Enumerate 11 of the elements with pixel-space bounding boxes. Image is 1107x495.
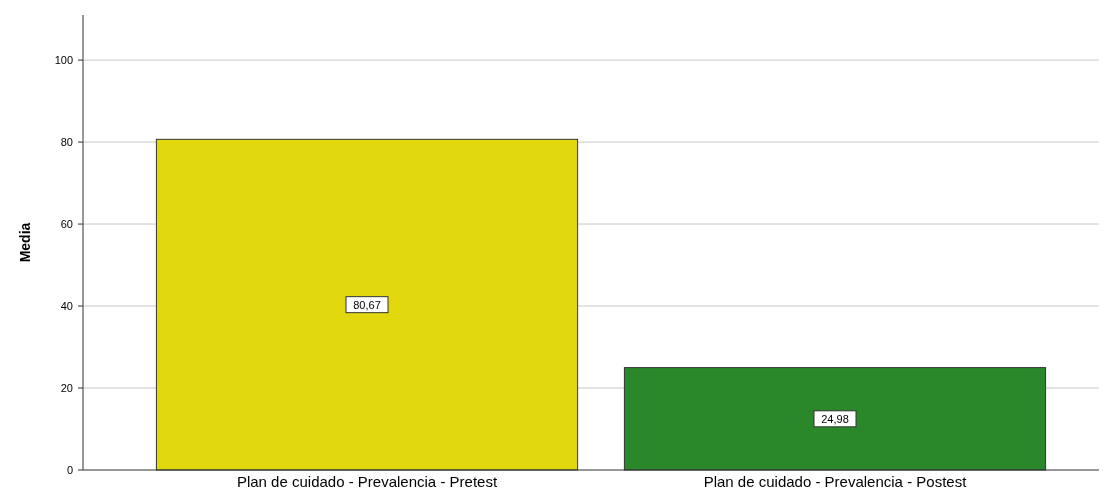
y-tick-label: 80 — [60, 136, 73, 149]
y-tick-label: 100 — [54, 54, 73, 67]
y-tick-label: 0 — [66, 464, 73, 476]
x-tick-label: Plan de cuidado - Prevalencia - Postest — [703, 473, 968, 490]
y-tick-label: 20 — [60, 382, 73, 395]
y-tick-label: 40 — [60, 300, 73, 313]
y-tick-label: 60 — [60, 218, 73, 231]
x-tick-label: Plan de cuidado - Prevalencia - Pretest — [236, 473, 498, 490]
data-label: 80,67 — [353, 298, 381, 311]
data-label: 24,98 — [821, 412, 849, 425]
y-axis-title: Media — [17, 222, 33, 263]
